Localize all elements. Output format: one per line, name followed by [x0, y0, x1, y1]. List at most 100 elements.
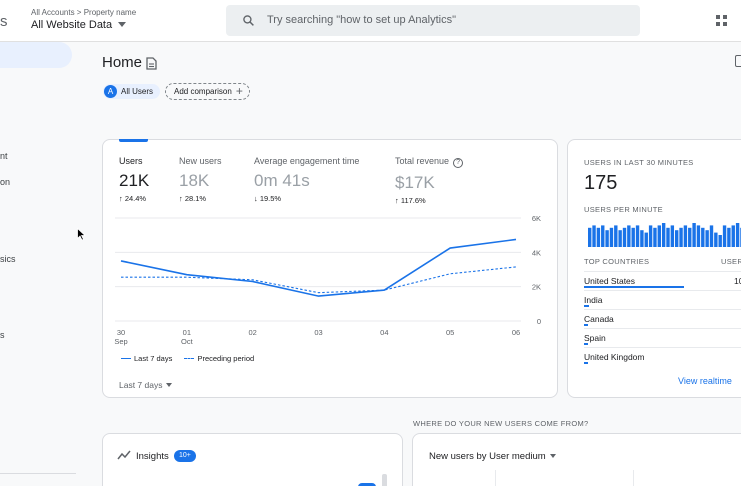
- country-row[interactable]: Canada: [584, 309, 741, 328]
- insights-count-badge: 10+: [174, 450, 196, 462]
- per-minute-bar: [701, 227, 705, 247]
- chart-gridline: [633, 470, 634, 486]
- per-minute-bar: [609, 227, 614, 247]
- top-bar: s All Accounts > Property name All Websi…: [0, 0, 741, 42]
- country-share-bar: [584, 362, 588, 364]
- x-tick-label: 05: [446, 328, 454, 337]
- segment-label: All Users: [121, 87, 154, 96]
- country-share-bar: [584, 343, 588, 345]
- per-minute-bar: [666, 227, 670, 247]
- country-name: United States: [584, 276, 636, 286]
- account-breadcrumb: All Accounts > Property name: [31, 8, 137, 17]
- legend-item-previous: Preceding period: [184, 354, 254, 363]
- acquisition-section-label: WHERE DO YOUR NEW USERS COME FROM?: [413, 419, 589, 428]
- apps-grid-icon[interactable]: [715, 14, 729, 28]
- realtime-heading: USERS IN LAST 30 MINUTES: [584, 158, 694, 167]
- side-navigation: nt on sics s: [0, 42, 90, 486]
- per-minute-bar: [644, 232, 648, 247]
- per-minute-bar: [714, 232, 718, 247]
- sidebar-item-2[interactable]: on: [0, 177, 11, 187]
- metric-change: ↑ 117.6%: [395, 196, 426, 205]
- per-minute-bar: [705, 230, 709, 247]
- per-minute-bar: [718, 235, 722, 247]
- insights-scrollbar[interactable]: [382, 474, 387, 486]
- legend-label: Preceding period: [197, 354, 255, 363]
- sidebar-item-3[interactable]: sics: [0, 254, 16, 264]
- metric-total-revenue[interactable]: Total revenue? $17K ↑ 117.6%: [395, 156, 464, 205]
- per-minute-bar: [735, 223, 740, 247]
- per-minute-bar: [688, 227, 692, 247]
- property-selector[interactable]: All Website Data: [31, 19, 127, 31]
- legend-label: Last 7 days: [134, 354, 173, 363]
- realtime-users-value: 175: [584, 172, 618, 194]
- top-countries-header: TOP COUNTRIES: [584, 257, 650, 266]
- per-minute-bar: [731, 225, 735, 247]
- view-realtime-link[interactable]: View realtime: [678, 376, 732, 386]
- metric-change: ↑ 28.1%: [179, 194, 207, 203]
- insight-tag: [358, 483, 376, 486]
- add-comparison-button[interactable]: Add comparison +: [165, 83, 250, 100]
- y-tick-label: 6K: [532, 214, 541, 223]
- metric-label: Total revenue?: [395, 156, 464, 168]
- metric-change: ↓ 19.5%: [254, 194, 282, 203]
- x-tick-label: 02: [248, 328, 256, 337]
- metric-label: Users: [119, 156, 143, 166]
- metric-value: 18K: [179, 171, 210, 190]
- sidebar-item-4[interactable]: s: [0, 330, 5, 340]
- country-share-bar: [584, 324, 588, 326]
- y-tick-label: 2K: [532, 283, 541, 292]
- chevron-down-icon: [166, 383, 173, 387]
- metric-value: $17K: [395, 173, 435, 192]
- metric-users[interactable]: Users 21K ↑ 24.4%: [119, 156, 149, 203]
- per-minute-bar: [675, 230, 679, 247]
- search-icon: [243, 15, 254, 26]
- search-placeholder: Try searching "how to set up Analytics": [267, 14, 456, 26]
- country-name: India: [584, 295, 603, 305]
- metric-change: ↑ 24.4%: [119, 194, 147, 203]
- country-row[interactable]: Spain: [584, 328, 741, 347]
- customize-icon[interactable]: [735, 55, 741, 67]
- segment-avatar: A: [104, 85, 117, 98]
- segment-chip[interactable]: A All Users: [103, 84, 161, 99]
- help-icon[interactable]: ?: [453, 158, 464, 168]
- country-row[interactable]: India: [584, 290, 741, 309]
- per-minute-bar: [601, 225, 605, 247]
- sidebar-divider: [0, 473, 76, 474]
- sidebar-item-1[interactable]: nt: [0, 151, 8, 161]
- page-title: Home: [102, 54, 143, 71]
- per-minute-bar: [622, 227, 627, 247]
- metric-value: 21K: [119, 171, 150, 190]
- x-tick-label: 30: [117, 328, 125, 337]
- chart-gridline: [495, 470, 496, 486]
- insights-title[interactable]: Insights: [136, 451, 169, 462]
- overview-card: Users 21K ↑ 24.4% New users 18K ↑ 28.1% …: [102, 139, 558, 398]
- per-minute-bar: [696, 225, 701, 247]
- x-tick-label: 06: [512, 328, 520, 337]
- new-users-dimension-selector[interactable]: New users by User medium: [429, 451, 556, 462]
- per-minute-bar: [596, 227, 601, 247]
- per-minute-bar: [648, 225, 653, 247]
- sidebar-item-home[interactable]: [0, 42, 72, 68]
- per-minute-bar: [657, 225, 661, 247]
- per-minute-bar: [722, 225, 727, 247]
- per-minute-bar: [592, 225, 596, 247]
- x-tick-sublabel: Sep: [114, 337, 127, 346]
- search-bar[interactable]: Try searching "how to set up Analytics": [226, 5, 640, 36]
- country-row[interactable]: United States 10: [584, 271, 741, 290]
- property-name: All Website Data: [31, 19, 113, 31]
- metric-label: New users: [179, 156, 222, 166]
- country-row[interactable]: United Kingdom: [584, 347, 741, 366]
- report-icon[interactable]: [146, 57, 157, 70]
- metric-engagement-time[interactable]: Average engagement time 0m 41s ↓ 19.5%: [254, 156, 359, 203]
- country-name: Canada: [584, 314, 614, 324]
- metric-new-users[interactable]: New users 18K ↑ 28.1%: [179, 156, 222, 203]
- date-range-selector[interactable]: Last 7 days: [119, 380, 173, 390]
- insights-card: Insights 10+: [102, 433, 403, 486]
- per-minute-bar: [653, 227, 657, 247]
- chevron-down-icon: [549, 454, 556, 458]
- x-tick-sublabel: Oct: [181, 337, 194, 346]
- product-logo-fragment[interactable]: s: [0, 13, 8, 30]
- per-minute-bar: [683, 225, 688, 247]
- solid-line-swatch: [121, 358, 131, 359]
- legend-item-current: Last 7 days: [121, 354, 172, 363]
